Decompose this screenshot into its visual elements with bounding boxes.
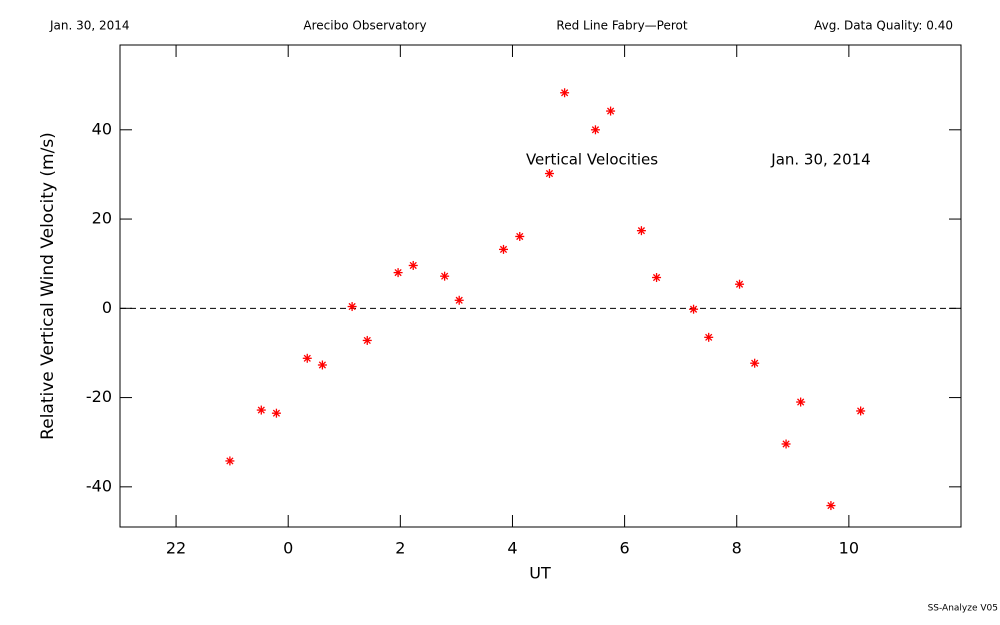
data-point xyxy=(317,360,327,370)
asterisk-stroke xyxy=(348,302,356,311)
asterisk-stroke xyxy=(797,398,805,406)
asterisk-stroke xyxy=(394,269,402,277)
asterisk-stroke xyxy=(751,359,759,367)
data-point xyxy=(781,439,791,449)
asterisk-stroke xyxy=(545,169,554,178)
plot-frame xyxy=(119,44,962,528)
data-point xyxy=(796,397,806,407)
asterisk-stroke xyxy=(652,273,661,282)
data-point xyxy=(498,244,508,254)
y-tick-label: 40 xyxy=(92,119,112,138)
data-point xyxy=(347,302,357,312)
data-point xyxy=(560,88,570,98)
asterisk-stroke xyxy=(705,333,713,341)
data-point xyxy=(362,335,372,345)
asterisk-stroke xyxy=(827,501,835,510)
y-tick-label: -20 xyxy=(86,387,112,406)
data-point xyxy=(225,456,235,466)
header-quality: Avg. Data Quality: 0.40 xyxy=(814,19,953,33)
data-point xyxy=(652,273,662,283)
x-tick-label: 22 xyxy=(166,539,186,558)
data-point xyxy=(590,125,600,135)
x-tick-label: 0 xyxy=(283,539,293,558)
y-tick-label: 0 xyxy=(102,298,112,317)
asterisk-stroke xyxy=(516,232,524,241)
asterisk-stroke xyxy=(735,280,744,288)
x-tick-label: 8 xyxy=(732,539,742,558)
data-point xyxy=(393,268,403,278)
data-point xyxy=(544,169,554,179)
data-point xyxy=(750,358,760,368)
asterisk-stroke xyxy=(441,272,449,280)
asterisk-stroke xyxy=(272,409,281,417)
data-point xyxy=(440,271,450,281)
header-date: Jan. 30, 2014 xyxy=(49,19,130,33)
data-point xyxy=(256,405,266,415)
data-point xyxy=(515,231,525,241)
data-point xyxy=(408,260,418,270)
asterisk-stroke xyxy=(363,336,371,345)
asterisk-stroke xyxy=(303,354,311,362)
asterisk-stroke xyxy=(499,245,508,254)
data-point xyxy=(271,408,281,418)
x-tick-label: 4 xyxy=(507,539,517,558)
asterisk-stroke xyxy=(606,107,615,115)
data-point xyxy=(704,332,714,342)
asterisk-stroke xyxy=(560,89,569,97)
asterisk-stroke xyxy=(591,126,600,134)
annotation: Jan. 30, 2014 xyxy=(770,151,870,169)
asterisk-stroke xyxy=(455,296,463,304)
y-tick-label: -40 xyxy=(86,476,112,495)
y-tick-label: 20 xyxy=(92,209,112,228)
asterisk-stroke xyxy=(257,406,265,414)
data-point xyxy=(735,279,745,289)
asterisk-stroke xyxy=(409,261,417,270)
x-tick-label: 6 xyxy=(620,539,630,558)
asterisk-stroke xyxy=(857,407,865,415)
y-axis-label: Relative Vertical Wind Velocity (m/s) xyxy=(38,132,58,440)
data-point xyxy=(689,304,699,314)
x-tick-label: 2 xyxy=(395,539,405,558)
annotation: Vertical Velocities xyxy=(526,151,658,169)
data-point xyxy=(826,501,836,511)
asterisk-stroke xyxy=(318,361,327,369)
data-point xyxy=(454,295,464,305)
data-point xyxy=(302,353,312,363)
header-instrument: Red Line Fabry—Perot xyxy=(556,19,687,33)
asterisk-stroke xyxy=(226,457,234,465)
x-tick-label: 10 xyxy=(839,539,859,558)
footer: SS-Analyze V05 xyxy=(928,604,998,614)
data-point xyxy=(606,106,616,116)
header-site: Arecibo Observatory xyxy=(303,19,426,33)
asterisk-stroke xyxy=(782,440,790,448)
data-point xyxy=(636,226,646,236)
asterisk-stroke xyxy=(689,305,698,313)
asterisk-stroke xyxy=(637,227,646,235)
x-axis-label: UT xyxy=(529,564,551,583)
data-point xyxy=(856,406,866,416)
